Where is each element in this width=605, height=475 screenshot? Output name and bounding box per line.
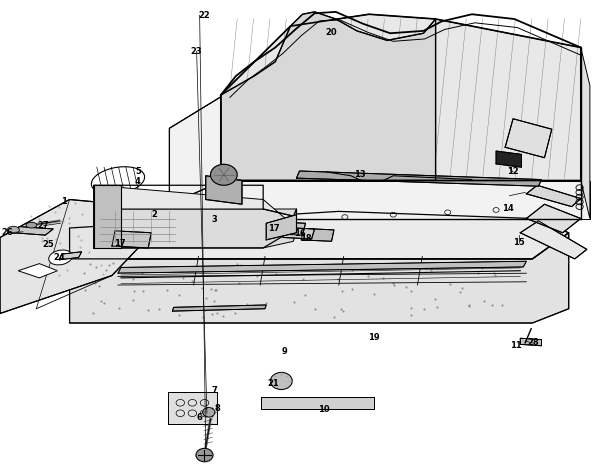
Text: 15: 15 [513,238,525,247]
Ellipse shape [91,167,145,194]
Text: 20: 20 [325,28,338,37]
Polygon shape [18,264,57,278]
Polygon shape [224,180,590,218]
Polygon shape [94,185,121,248]
Ellipse shape [26,222,37,228]
Polygon shape [520,338,541,346]
Polygon shape [261,397,374,409]
Text: 25: 25 [42,240,54,249]
Polygon shape [581,48,590,218]
Text: 12: 12 [507,168,519,176]
Text: 7: 7 [212,386,218,395]
Text: 8: 8 [215,404,221,413]
Text: 16: 16 [293,229,306,238]
Text: 13: 13 [354,171,366,179]
Polygon shape [301,228,334,241]
Text: 5: 5 [135,168,141,176]
Circle shape [203,408,215,417]
Polygon shape [59,252,82,260]
Text: 10: 10 [318,405,330,414]
Polygon shape [94,185,296,228]
Polygon shape [70,233,569,323]
Polygon shape [70,211,569,259]
Polygon shape [206,176,242,204]
Text: 11: 11 [509,342,522,350]
Text: 1: 1 [60,198,67,206]
Polygon shape [118,261,526,273]
Polygon shape [283,228,315,239]
Polygon shape [13,227,53,235]
Polygon shape [172,305,266,311]
Polygon shape [221,14,581,180]
Text: 22: 22 [198,11,211,19]
Text: 19: 19 [368,333,380,342]
Circle shape [196,448,213,462]
Text: 18: 18 [299,235,312,243]
Polygon shape [526,204,581,233]
Text: 17: 17 [267,225,280,233]
Polygon shape [94,185,121,248]
Text: 23: 23 [191,47,203,56]
Polygon shape [526,185,581,207]
Polygon shape [239,123,407,134]
Text: 14: 14 [502,204,514,212]
Polygon shape [296,171,541,186]
Polygon shape [266,215,296,240]
Polygon shape [505,119,552,158]
Ellipse shape [7,227,19,234]
Text: 9: 9 [281,347,287,356]
Text: 3: 3 [212,215,218,224]
Text: 4: 4 [135,177,141,186]
Polygon shape [94,209,296,248]
Text: 27: 27 [38,221,50,230]
Polygon shape [0,200,157,314]
Polygon shape [221,12,436,180]
Circle shape [211,164,237,185]
Polygon shape [169,95,224,204]
Polygon shape [269,222,306,235]
Text: 17: 17 [114,239,126,247]
Text: 28: 28 [528,339,540,347]
Circle shape [270,372,292,390]
Text: 24: 24 [53,253,65,262]
Text: 21: 21 [267,380,280,388]
Text: 26: 26 [1,228,13,237]
Polygon shape [520,221,587,259]
Ellipse shape [49,250,72,265]
Polygon shape [496,151,522,167]
Polygon shape [168,392,217,424]
Text: 2: 2 [151,210,157,219]
Polygon shape [112,231,151,248]
Text: 6: 6 [197,413,203,421]
